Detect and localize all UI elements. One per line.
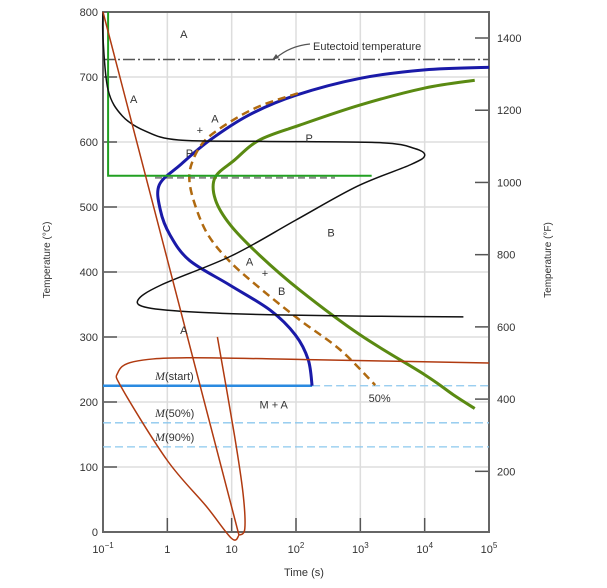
x-tick-exp: 4 [429,541,434,550]
y-tick-label: 300 [80,332,98,344]
y-tick-label: 100 [80,462,98,474]
y-tick-label: 0 [92,527,98,539]
y-axis-label: Temperature (°C) [42,222,53,299]
x-axis-label: Time (s) [284,567,324,579]
y-right-tick-label: 200 [497,466,515,478]
y-right-tick-label: 800 [497,250,515,262]
series-end-curve [211,78,476,410]
y-right-tick-label: 1000 [497,177,521,189]
y-right-tick-label: 600 [497,322,515,334]
region-label: 50% [369,393,391,405]
m-symbol: M [154,369,166,383]
x-tick-label: 105 [481,541,498,556]
region-label: A [246,257,254,269]
series-50pct-curve [188,92,377,386]
annotation-stroke [102,11,240,536]
region-label: A [180,325,188,337]
x-tick-base: 10 [288,544,300,556]
region-label: + [197,125,203,137]
grid [102,11,490,533]
m-label-text: (start) [165,371,194,383]
x-tick-base: 1 [164,544,170,556]
x-tick-exp: −1 [105,541,115,550]
x-tick-base: 10 [352,544,364,556]
x-tick-base: 10 [416,544,428,556]
region-label: B [278,286,285,298]
annotation-stroke [216,336,246,536]
m-symbol: M [154,430,166,444]
y-right-tick-label: 1200 [497,105,521,117]
series-start-curve [156,65,490,386]
series-lines: M(start)M(50%)M(90%) [101,11,490,541]
region-label: + [262,268,268,280]
x-tick-label: 1 [164,544,170,556]
y-tick-label: 500 [80,202,98,214]
y-tick-label: 700 [80,72,98,84]
x-tick-exp: 2 [300,541,305,550]
y-tick-label: 600 [80,137,98,149]
region-labels: A A A + P P B A + B A M + A 50% [130,29,391,412]
plot-frame [102,11,490,533]
m-label-text: (50%) [165,408,194,420]
m-label: M(90%) [154,430,194,444]
m-label: M(start) [154,369,194,383]
region-label: M + A [259,400,288,412]
annotation-stroke [107,12,372,177]
y-tick-label: 400 [80,267,98,279]
x-tick-label: 10−1 [92,541,114,556]
x-tick-base: 10 [92,544,104,556]
y-right-tick-label: 1400 [497,33,521,45]
annotation-stroke [101,11,464,318]
m-label: M(50%) [154,406,194,420]
x-tick-base: 10 [226,544,238,556]
region-label: P [305,133,312,145]
x-tick-label: 103 [352,541,369,556]
eutectoid-label: Eutectoid temperature [313,41,421,53]
arrow-head-icon [272,54,279,60]
x-tick-exp: 5 [493,541,498,550]
y-tick-label: 800 [80,7,98,19]
m-symbol: M [154,406,166,420]
y-right-tick-label: 400 [497,394,515,406]
x-tick-label: 102 [288,541,305,556]
x-tick-label: 10 [226,544,238,556]
x-tick-label: 104 [416,541,433,556]
region-label: A [180,29,188,41]
eutectoid-arrow [275,43,311,59]
x-tick-exp: 3 [364,541,369,550]
y-right-axis-label: Temperature (°F) [543,222,554,298]
region-label: A [130,94,138,106]
axes: 10−1 1 10 102 103 104 105010020030040050060070… [80,7,522,556]
y-tick-label: 200 [80,397,98,409]
region-label: B [327,227,334,239]
region-label: A [211,114,219,126]
region-label: P [186,148,193,160]
x-tick-base: 10 [481,544,493,556]
annotation-stroke [115,357,490,541]
m-label-text: (90%) [165,432,194,444]
